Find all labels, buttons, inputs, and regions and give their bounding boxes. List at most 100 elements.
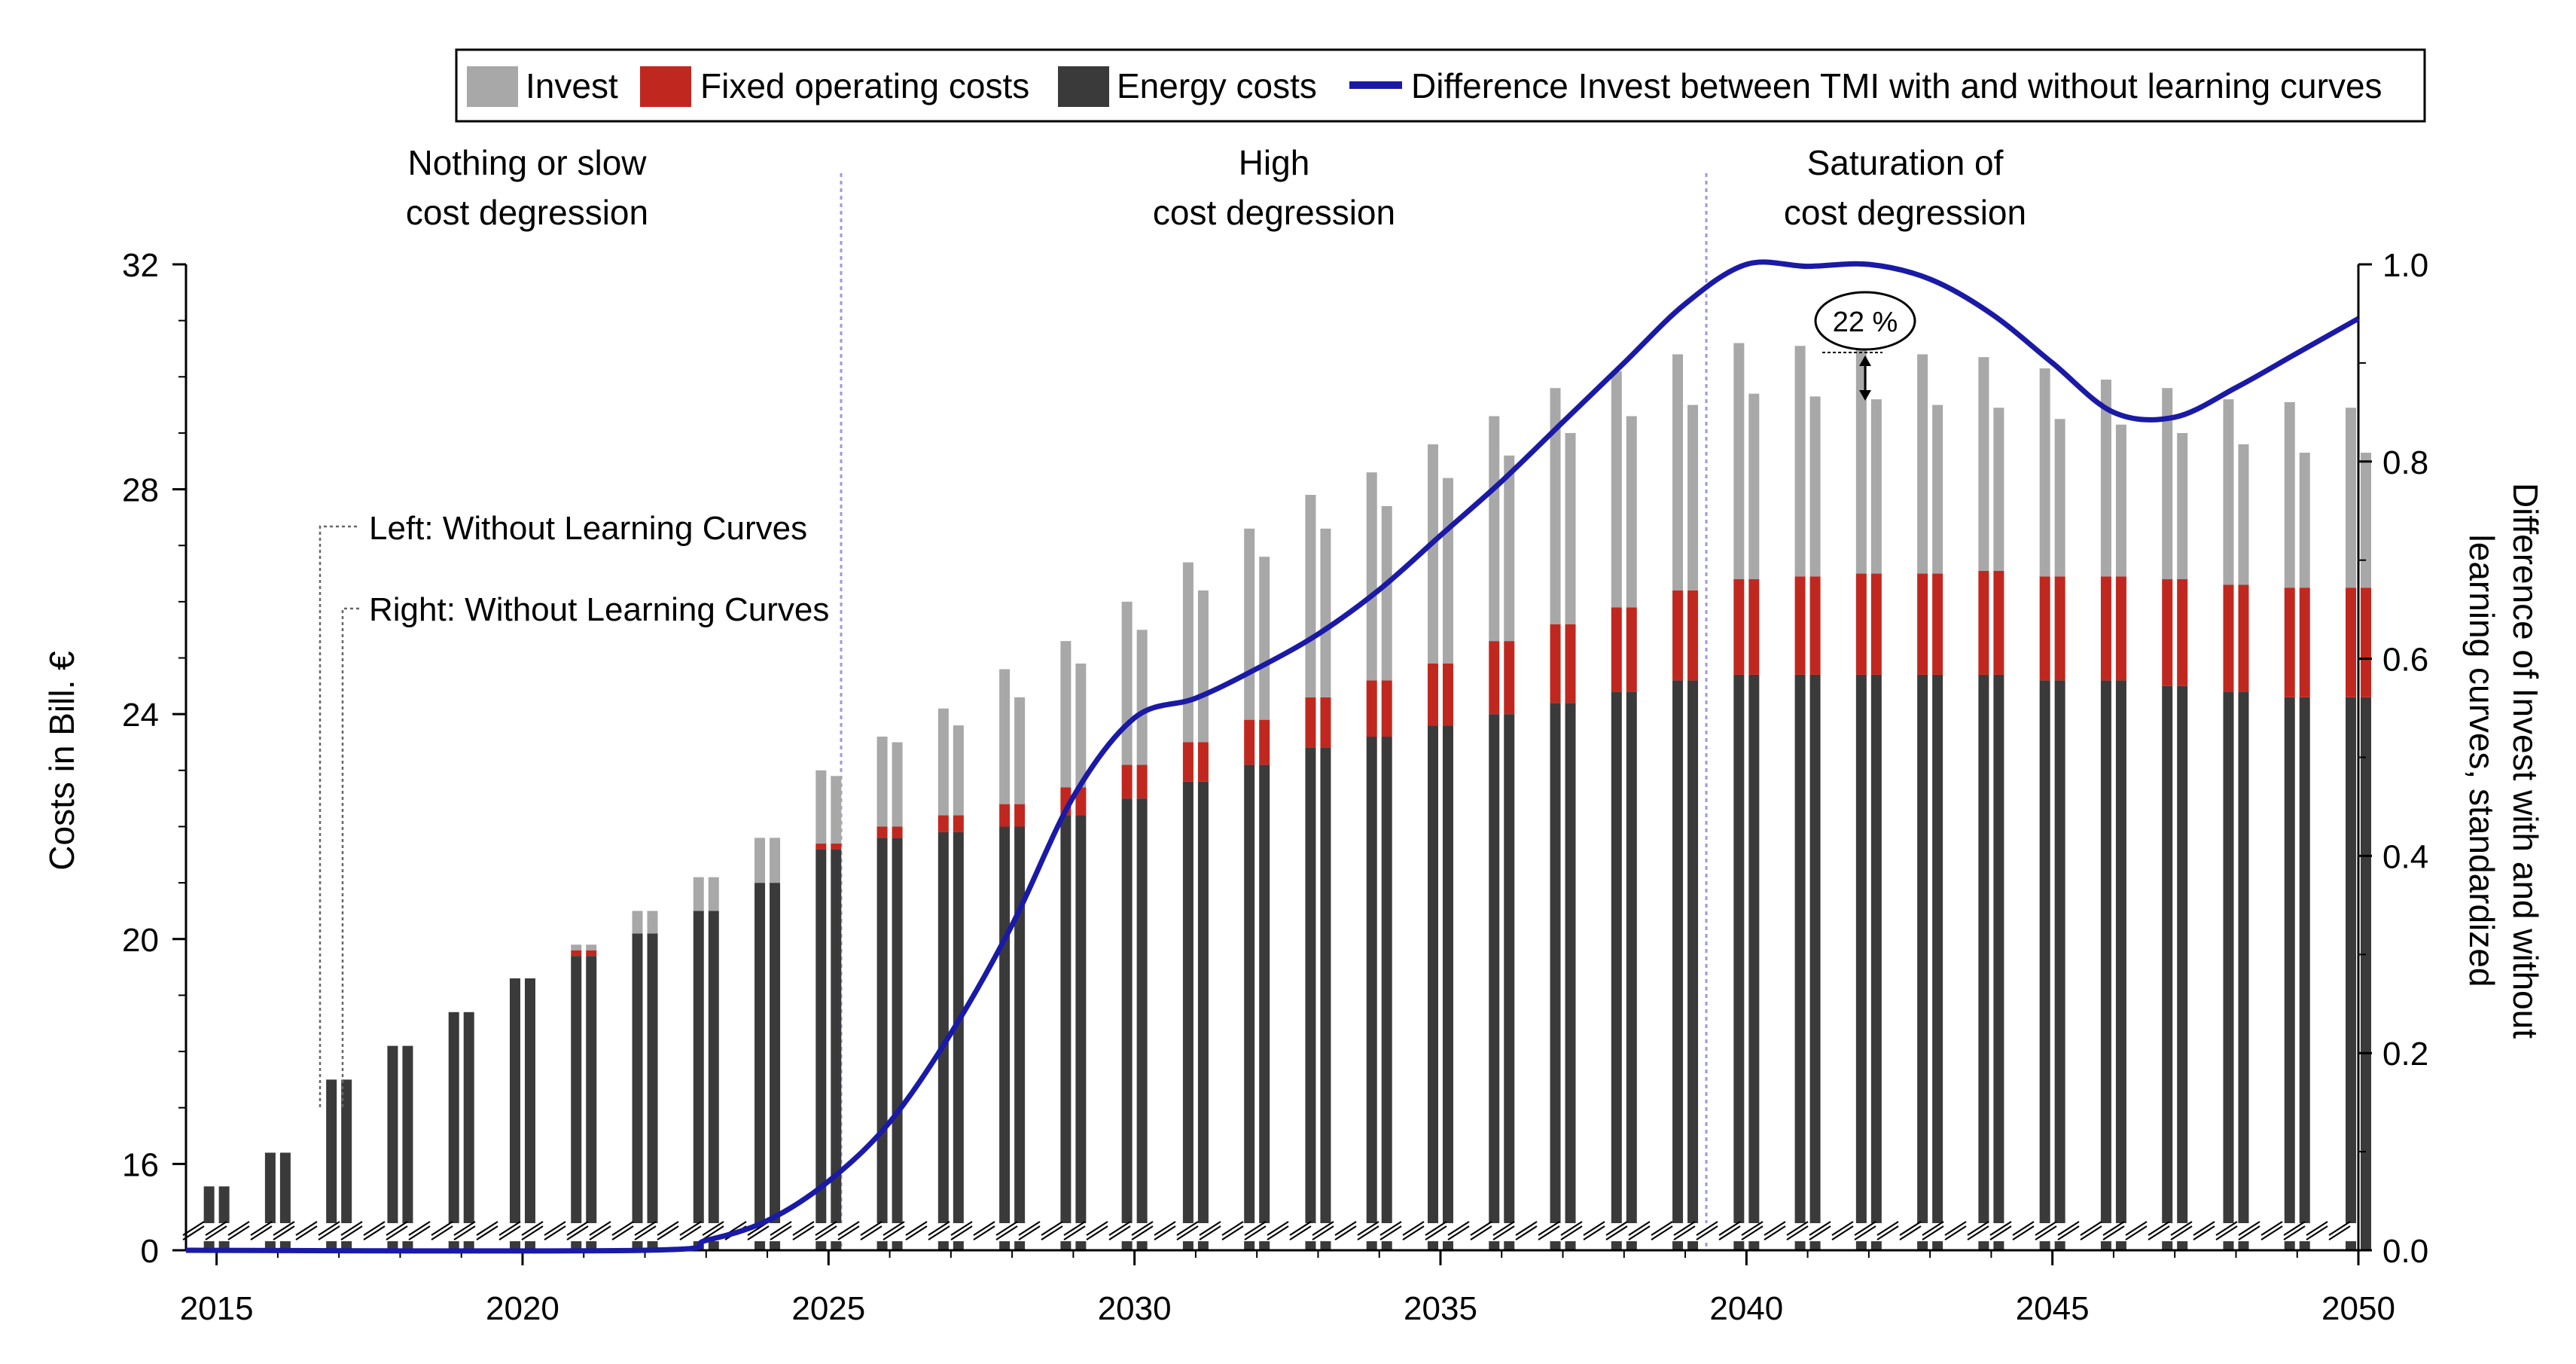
axis-break-mark	[273, 1225, 295, 1240]
bar-fixed-left-2031	[1182, 742, 1193, 782]
y-left-tick-label: 20	[122, 922, 159, 959]
axis-break-mark	[1651, 1225, 1673, 1240]
axis-break-mark	[634, 1225, 657, 1240]
bar-energy-right-2023	[708, 911, 719, 1250]
axis-break-mark	[950, 1225, 973, 1240]
axis-break-mark	[837, 1225, 860, 1240]
bar-fixed-left-2046	[2100, 576, 2111, 681]
legend-swatch-energy	[1058, 66, 1109, 107]
bar-invest-right-2044	[1993, 407, 2004, 571]
bar-invest-right-2041	[1809, 396, 1821, 577]
bar-energy-left-2033	[1305, 747, 1316, 1250]
axis-break-mark	[747, 1225, 770, 1240]
bar-invest-right-2033	[1320, 528, 1331, 697]
legend-swatch-invest	[467, 66, 518, 107]
axis-break-mark	[363, 1225, 386, 1240]
bar-energy-left-2038	[1611, 691, 1622, 1250]
axis-break-mark	[1651, 1221, 1673, 1236]
axis-break-mark	[2080, 1225, 2102, 1240]
bar-fixed-right-2046	[2115, 576, 2126, 681]
axis-break-mark	[2170, 1225, 2193, 1240]
bar-fixed-left-2047	[2162, 579, 2173, 686]
axis-break-mark	[295, 1221, 318, 1236]
axis-break-mark	[1831, 1221, 1854, 1236]
axis-break-mark	[2328, 1221, 2351, 1236]
bar-invest-right-2046	[2115, 424, 2126, 577]
bar-invest-left-2036	[1489, 416, 1500, 642]
axis-break-mark	[227, 1225, 250, 1240]
axis-break-mark	[1425, 1225, 1447, 1240]
x-tick-label: 2045	[2016, 1290, 2090, 1327]
axis-break-mark	[2306, 1225, 2328, 1240]
axis-break-mark	[250, 1221, 273, 1236]
bar-fixed-right-2031	[1197, 742, 1209, 782]
axis-break-mark	[498, 1225, 521, 1240]
axis-break-mark	[1357, 1225, 1379, 1240]
bar-fixed-left-2027	[937, 815, 949, 832]
y-right-tick-label: 0.4	[2382, 838, 2428, 875]
bar-invest-left-2035	[1427, 444, 1438, 664]
bar-invest-left-2045	[2039, 368, 2050, 577]
bar-invest-right-2026	[892, 742, 903, 827]
bar-energy-left-2047	[2162, 685, 2173, 1250]
axis-break-mark	[431, 1225, 453, 1240]
difference-line	[185, 259, 2360, 1254]
bar-energy-left-2036	[1489, 714, 1500, 1250]
bar-energy-right-2041	[1809, 674, 1821, 1250]
bar-energy-left-2046	[2100, 680, 2111, 1250]
bar-energy-left-2024	[755, 883, 766, 1250]
bar-fixed-right-2045	[2054, 576, 2065, 681]
bar-energy-left-2026	[876, 838, 888, 1250]
axis-break-mark	[657, 1221, 679, 1236]
axis-break-mark	[1809, 1221, 1831, 1236]
axis-break-mark	[2193, 1225, 2215, 1240]
axis-break-mark	[1108, 1225, 1131, 1240]
bar-energy-right-2050	[2361, 697, 2371, 1250]
bar-energy-right-2026	[892, 838, 903, 1250]
bar-energy-right-2031	[1197, 781, 1209, 1250]
axis-break-mark	[2125, 1221, 2148, 1236]
axis-break-mark	[995, 1221, 1018, 1236]
bar-invest-right-2025	[831, 776, 842, 844]
axis-break-mark	[1515, 1225, 1538, 1240]
axis-break-mark	[2057, 1225, 2080, 1240]
bar-fixed-left-2037	[1550, 624, 1561, 703]
axis-break-mark	[2306, 1221, 2328, 1236]
bar-energy-right-2035	[1442, 725, 1453, 1250]
bar-fixed-right-2034	[1381, 680, 1392, 737]
axis-break-mark	[1221, 1225, 1244, 1240]
axis-break-mark	[2215, 1221, 2238, 1236]
y-axis-left-title: Costs in Bill. €	[42, 651, 81, 870]
bar-invest-right-2050	[2361, 453, 2371, 588]
axis-break-mark	[1492, 1225, 1515, 1240]
bar-fixed-left-2028	[999, 804, 1011, 827]
axis-break-mark	[1244, 1225, 1267, 1240]
bar-fixed-left-2040	[1733, 579, 1745, 675]
bar-fixed-right-2036	[1504, 641, 1515, 715]
axis-break-mark	[544, 1225, 566, 1240]
axis-break-mark	[1199, 1225, 1221, 1240]
bar-energy-left-2030	[1121, 798, 1133, 1250]
axis-break-mark	[205, 1221, 227, 1236]
legend-label-fixed: Fixed operating costs	[700, 66, 1029, 105]
axis-break-mark	[521, 1225, 544, 1240]
bar-energy-right-2018	[402, 1045, 413, 1250]
bar-energy-right-2032	[1259, 764, 1270, 1250]
axis-break-mark	[1718, 1221, 1741, 1236]
axis-break-mark	[1086, 1225, 1108, 1240]
axis-break-mark	[792, 1225, 815, 1240]
y-right-tick-label: 0.6	[2382, 642, 2428, 679]
y-left-tick-label: 28	[122, 472, 159, 509]
bar-fixed-right-2040	[1748, 579, 1760, 675]
axis-break-mark	[1876, 1221, 1899, 1236]
bar-invest-right-2047	[2177, 432, 2188, 580]
axis-break-mark	[1357, 1221, 1379, 1236]
axis-break-mark	[1764, 1221, 1786, 1236]
bar-fixed-right-2033	[1320, 697, 1331, 748]
bar-energy-left-2034	[1366, 737, 1377, 1250]
axis-break-mark	[205, 1225, 227, 1240]
bar-fixed-left-2048	[2223, 584, 2234, 692]
axis-break-mark	[815, 1225, 837, 1240]
bar-invest-right-2030	[1136, 630, 1148, 765]
bar-fixed-right-2039	[1687, 590, 1699, 681]
